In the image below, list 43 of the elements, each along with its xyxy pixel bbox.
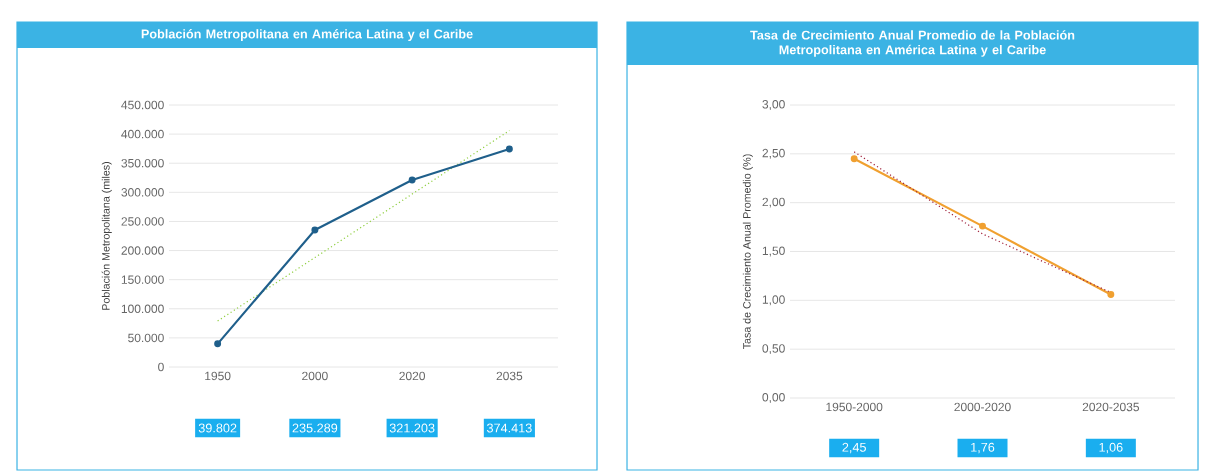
x-tick-label: 1950	[205, 371, 231, 381]
chart-title: Población Metropolitana en América Latina y el Caribe	[141, 29, 473, 41]
point	[1107, 291, 1115, 298]
point	[311, 226, 319, 234]
data-label: 39.802	[198, 423, 237, 433]
data-label: 1,06	[1099, 442, 1123, 454]
data-label: 2,45	[842, 442, 866, 454]
data-label: 235.289	[292, 423, 338, 433]
data-label: 321.203	[389, 423, 435, 433]
y-tick-label: 350.000	[121, 158, 164, 168]
y-tick-label: 2,00	[762, 197, 785, 208]
x-tick-label: 1950-2000	[826, 402, 883, 412]
y-tick-label: 1,00	[762, 295, 785, 306]
y-tick-label: 450.000	[121, 100, 164, 110]
y-tick-label: 400.000	[121, 129, 164, 139]
x-tick-label: 2000-2020	[954, 402, 1011, 412]
y-tick-label: 200.000	[121, 246, 164, 255]
y-tick-label: 300.000	[121, 188, 164, 197]
x-tick-label: 2000	[302, 371, 328, 381]
y-tick-label: 0,00	[762, 393, 785, 403]
y-axis-title: Tasa de Crecimiento Anual Promedio (%)	[742, 154, 753, 350]
y-tick-label: 2,50	[762, 148, 785, 159]
chart-title: Tasa de Crecimiento Anual Promedio de la Población Metropolitana en América Latina y el Caribe	[750, 30, 1075, 57]
y-tick-label: 150.000	[121, 275, 164, 284]
y-tick-label: 0	[158, 362, 164, 372]
y-tick-label: 3,00	[762, 100, 785, 110]
y-axis-title: Población Metropolitana (miles)	[101, 162, 112, 310]
y-tick-label: 50.000	[128, 333, 164, 343]
line-series	[217, 130, 510, 322]
x-tick-label: 2020-2035	[1082, 402, 1140, 412]
x-tick-label: 2035	[496, 371, 523, 381]
data-label: 374.413	[486, 423, 532, 433]
x-tick-label: 2020	[399, 371, 426, 381]
point	[979, 222, 986, 230]
y-tick-label: 100.000	[121, 304, 164, 314]
point	[214, 340, 222, 348]
point	[505, 145, 513, 153]
y-tick-label: 1,50	[762, 246, 785, 257]
y-tick-label: 0,50	[762, 344, 785, 355]
y-tick-label: 250.000	[121, 217, 164, 226]
data-label: 1,76	[971, 442, 995, 454]
point	[408, 176, 416, 184]
point	[850, 155, 858, 163]
